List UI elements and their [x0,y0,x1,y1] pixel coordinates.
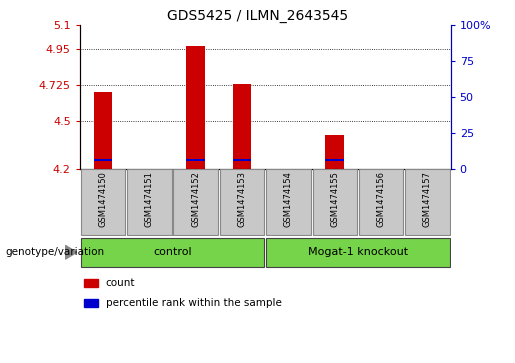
Text: count: count [106,278,135,288]
Text: GSM1474151: GSM1474151 [145,171,154,227]
Text: GSM1474157: GSM1474157 [423,171,432,228]
Text: GSM1474153: GSM1474153 [237,171,247,228]
FancyBboxPatch shape [220,170,264,235]
Bar [233,83,251,169]
Text: GDS5425 / ILMN_2643545: GDS5425 / ILMN_2643545 [167,9,348,23]
Bar [83,279,98,287]
Text: GSM1474156: GSM1474156 [376,171,386,228]
Bar [325,135,344,169]
Bar [186,46,205,169]
FancyBboxPatch shape [127,170,171,235]
Text: GSM1474152: GSM1474152 [191,171,200,227]
FancyBboxPatch shape [81,170,125,235]
Text: GSM1474154: GSM1474154 [284,171,293,227]
Text: percentile rank within the sample: percentile rank within the sample [106,298,282,308]
FancyBboxPatch shape [81,237,264,267]
Bar [94,159,112,162]
FancyBboxPatch shape [405,170,450,235]
Text: control: control [153,246,192,257]
FancyBboxPatch shape [174,170,218,235]
Bar [325,159,344,162]
FancyBboxPatch shape [313,170,357,235]
Bar [186,159,205,162]
FancyBboxPatch shape [359,170,403,235]
Bar [233,159,251,162]
FancyBboxPatch shape [266,237,450,267]
Text: genotype/variation: genotype/variation [5,247,104,257]
Text: GSM1474150: GSM1474150 [98,171,108,227]
Bar [83,299,98,307]
Bar [94,92,112,169]
FancyBboxPatch shape [266,170,311,235]
Polygon shape [65,245,77,259]
Text: Mogat-1 knockout: Mogat-1 knockout [308,246,408,257]
Text: GSM1474155: GSM1474155 [330,171,339,227]
